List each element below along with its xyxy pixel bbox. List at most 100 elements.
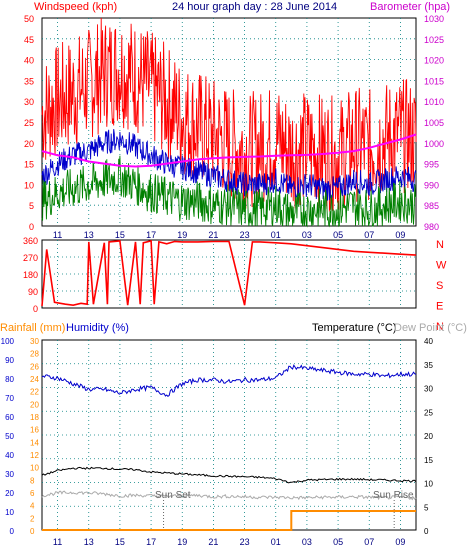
hour-tick-label: 15 <box>115 537 125 547</box>
humidity-tick-label: 30 <box>5 470 14 479</box>
wind-tick-label: 35 <box>24 76 34 86</box>
hour-tick-label: 11 <box>53 230 62 240</box>
hour-tick-label: 03 <box>302 537 312 547</box>
wind-axis-title: Windspeed (kph) <box>34 1 117 13</box>
hour-tick-label: 23 <box>240 537 250 547</box>
humidity-tick-label: 50 <box>5 432 14 441</box>
barometer-series <box>41 133 417 168</box>
compass-label: S <box>436 280 443 292</box>
temperature-tick-label: 20 <box>424 432 433 441</box>
wind-tick-label: 0 <box>29 222 34 232</box>
baro-tick-label: 985 <box>424 201 439 211</box>
rain-tick-label: 24 <box>30 375 39 384</box>
compass-label: N <box>436 321 444 333</box>
hour-tick-label: 05 <box>333 537 343 547</box>
hour-tick-label: 01 <box>271 537 281 547</box>
humidity-tick-label: 80 <box>5 375 14 384</box>
direction-tick-label: 360 <box>23 236 38 246</box>
wind-tick-label: 30 <box>24 97 34 107</box>
wind-average-series <box>41 129 417 201</box>
baro-tick-label: 995 <box>424 160 439 170</box>
baro-tick-label: 1010 <box>424 97 444 107</box>
temperature-tick-label: 5 <box>424 503 429 512</box>
humidity-tick-label: 90 <box>5 356 14 365</box>
baro-tick-label: 1015 <box>424 76 444 86</box>
temperature-tick-label: 15 <box>424 456 433 465</box>
hour-tick-label: 09 <box>395 537 405 547</box>
humidity-tick-label: 100 <box>1 337 15 346</box>
hour-tick-label: 01 <box>271 230 281 240</box>
hour-tick-label: 23 <box>240 230 250 240</box>
rain-tick-label: 30 <box>30 337 39 346</box>
rain-axis-title: Rainfall (mm) <box>0 322 65 334</box>
baro-tick-label: 980 <box>424 222 439 232</box>
humidity-tick-label: 0 <box>10 527 15 536</box>
baro-tick-label: 1025 <box>424 35 444 45</box>
rain-tick-label: 28 <box>30 350 39 359</box>
hour-tick-label: 21 <box>208 230 218 240</box>
dewpoint-axis-title: Dew Point (°C) <box>394 322 467 334</box>
humidity-series <box>41 364 417 397</box>
graph-title: 24 hour graph day : 28 June 2014 <box>172 1 337 13</box>
baro-tick-label: 1030 <box>424 14 444 24</box>
wind-tick-label: 40 <box>24 56 34 66</box>
rain-tick-label: 14 <box>30 438 39 447</box>
direction-tick-label: 0 <box>33 304 38 314</box>
hour-tick-label: 17 <box>146 230 156 240</box>
baro-tick-label: 1020 <box>424 56 444 66</box>
hour-tick-label: 07 <box>364 230 374 240</box>
humidity-tick-label: 40 <box>5 451 14 460</box>
rain-tick-label: 12 <box>30 451 39 460</box>
hour-tick-label: 03 <box>302 230 312 240</box>
wind-tick-label: 20 <box>24 139 34 149</box>
rain-tick-label: 18 <box>30 413 39 422</box>
humidity-tick-label: 70 <box>5 394 14 403</box>
hour-tick-label: 19 <box>177 230 187 240</box>
humidity-tick-label: 20 <box>5 489 14 498</box>
rainfall-series <box>42 510 416 531</box>
temperature-tick-label: 35 <box>424 361 433 370</box>
baro-tick-label: 1005 <box>424 118 444 128</box>
temperature-tick-label: 25 <box>424 408 433 417</box>
wind-tick-label: 25 <box>24 118 34 128</box>
compass-label: W <box>436 260 447 272</box>
sunset-annotation: Sun Set <box>155 490 191 501</box>
sunrise-annotation: Sun Rise <box>373 490 414 501</box>
wind-direction-series <box>41 239 417 307</box>
rain-tick-label: 26 <box>30 362 39 371</box>
baro-axis-title: Barometer (hpa) <box>370 1 450 13</box>
hour-tick-label: 21 <box>208 537 218 547</box>
temperature-tick-label: 0 <box>424 527 429 536</box>
hour-tick-label: 19 <box>177 537 187 547</box>
wind-low-series <box>41 155 417 228</box>
wind-tick-label: 10 <box>24 180 34 190</box>
rain-tick-label: 16 <box>30 426 39 435</box>
wind-tick-label: 50 <box>24 14 34 24</box>
rain-tick-label: 0 <box>30 527 35 536</box>
direction-tick-label: 270 <box>23 253 38 263</box>
temperature-tick-label: 40 <box>424 337 433 346</box>
direction-tick-label: 90 <box>28 287 38 297</box>
compass-label: N <box>436 239 444 251</box>
compass-label: E <box>436 301 443 313</box>
hour-tick-label: 13 <box>84 230 94 240</box>
rain-tick-label: 22 <box>30 388 39 397</box>
humidity-tick-label: 10 <box>5 508 14 517</box>
temperature-axis-title: Temperature (°C) <box>312 322 396 334</box>
rain-tick-label: 4 <box>30 502 35 511</box>
wind-tick-label: 15 <box>24 160 34 170</box>
rain-tick-label: 2 <box>30 514 35 523</box>
baro-tick-label: 1000 <box>424 139 444 149</box>
temperature-series <box>41 466 417 484</box>
hour-tick-label: 15 <box>115 230 125 240</box>
hour-tick-label: 17 <box>146 537 156 547</box>
baro-tick-label: 990 <box>424 180 439 190</box>
wind-gust-series <box>41 17 417 213</box>
hour-tick-label: 13 <box>84 537 94 547</box>
rain-tick-label: 10 <box>30 464 39 473</box>
hour-tick-label: 09 <box>395 230 405 240</box>
humidity-axis-title: Humidity (%) <box>66 322 129 334</box>
hour-tick-label: 05 <box>333 230 343 240</box>
temperature-tick-label: 10 <box>424 480 433 489</box>
